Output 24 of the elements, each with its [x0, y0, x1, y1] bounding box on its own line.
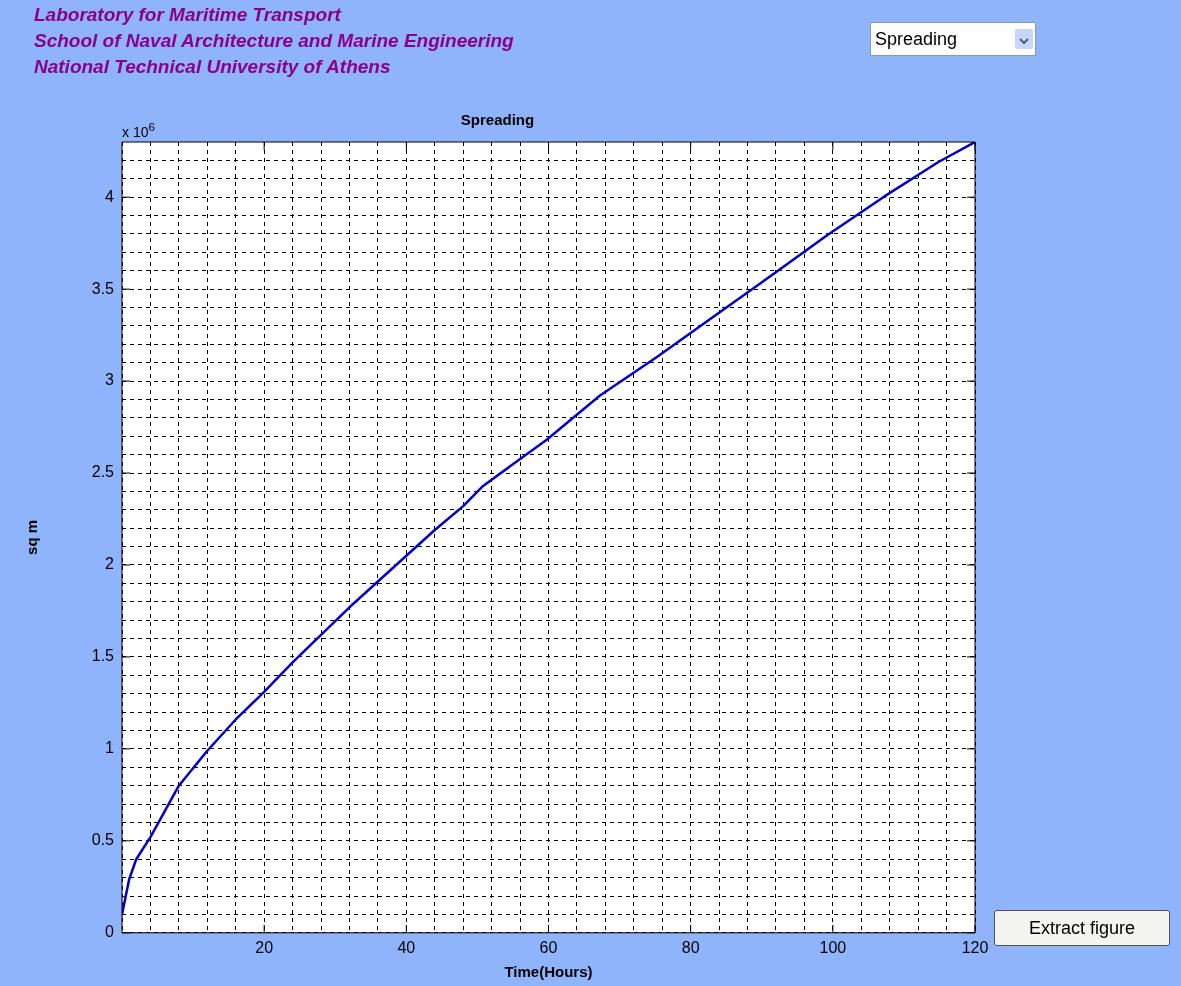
y-tick-label: 3 — [105, 371, 115, 389]
x-tick-label: 60 — [539, 938, 558, 956]
y-tick-label: 4 — [105, 187, 115, 205]
y-tick-label: 2 — [105, 555, 115, 573]
y-tick-label: 0 — [105, 923, 115, 941]
y-tick-label: 3.5 — [91, 279, 115, 297]
text: National Technical University of Athens — [34, 56, 391, 78]
x-tick-label: 40 — [397, 938, 416, 956]
y-tick-label: 0.5 — [91, 831, 115, 849]
x-tick-label: 80 — [681, 938, 700, 956]
text: x 10$^{6}$ — [122, 120, 155, 140]
y-tick-label: 2.5 — [91, 463, 115, 481]
text: Extract figure — [994, 910, 1170, 946]
y-axis-title: sq m — [23, 519, 41, 555]
text: Laboratory for Maritime Transport — [34, 4, 341, 26]
chart-title: Spreading — [460, 111, 535, 129]
y-tick-label: 1 — [105, 739, 115, 757]
text: Spreading — [870, 22, 1036, 56]
x-tick-label: 20 — [255, 938, 274, 956]
text: School of Naval Architecture and Marine Engineering — [34, 30, 514, 52]
x-tick-label: 120 — [961, 938, 989, 956]
y-tick-label: 1.5 — [91, 647, 115, 665]
x-axis-title: Time(Hours) — [504, 963, 593, 981]
x-tick-label: 100 — [819, 938, 847, 956]
